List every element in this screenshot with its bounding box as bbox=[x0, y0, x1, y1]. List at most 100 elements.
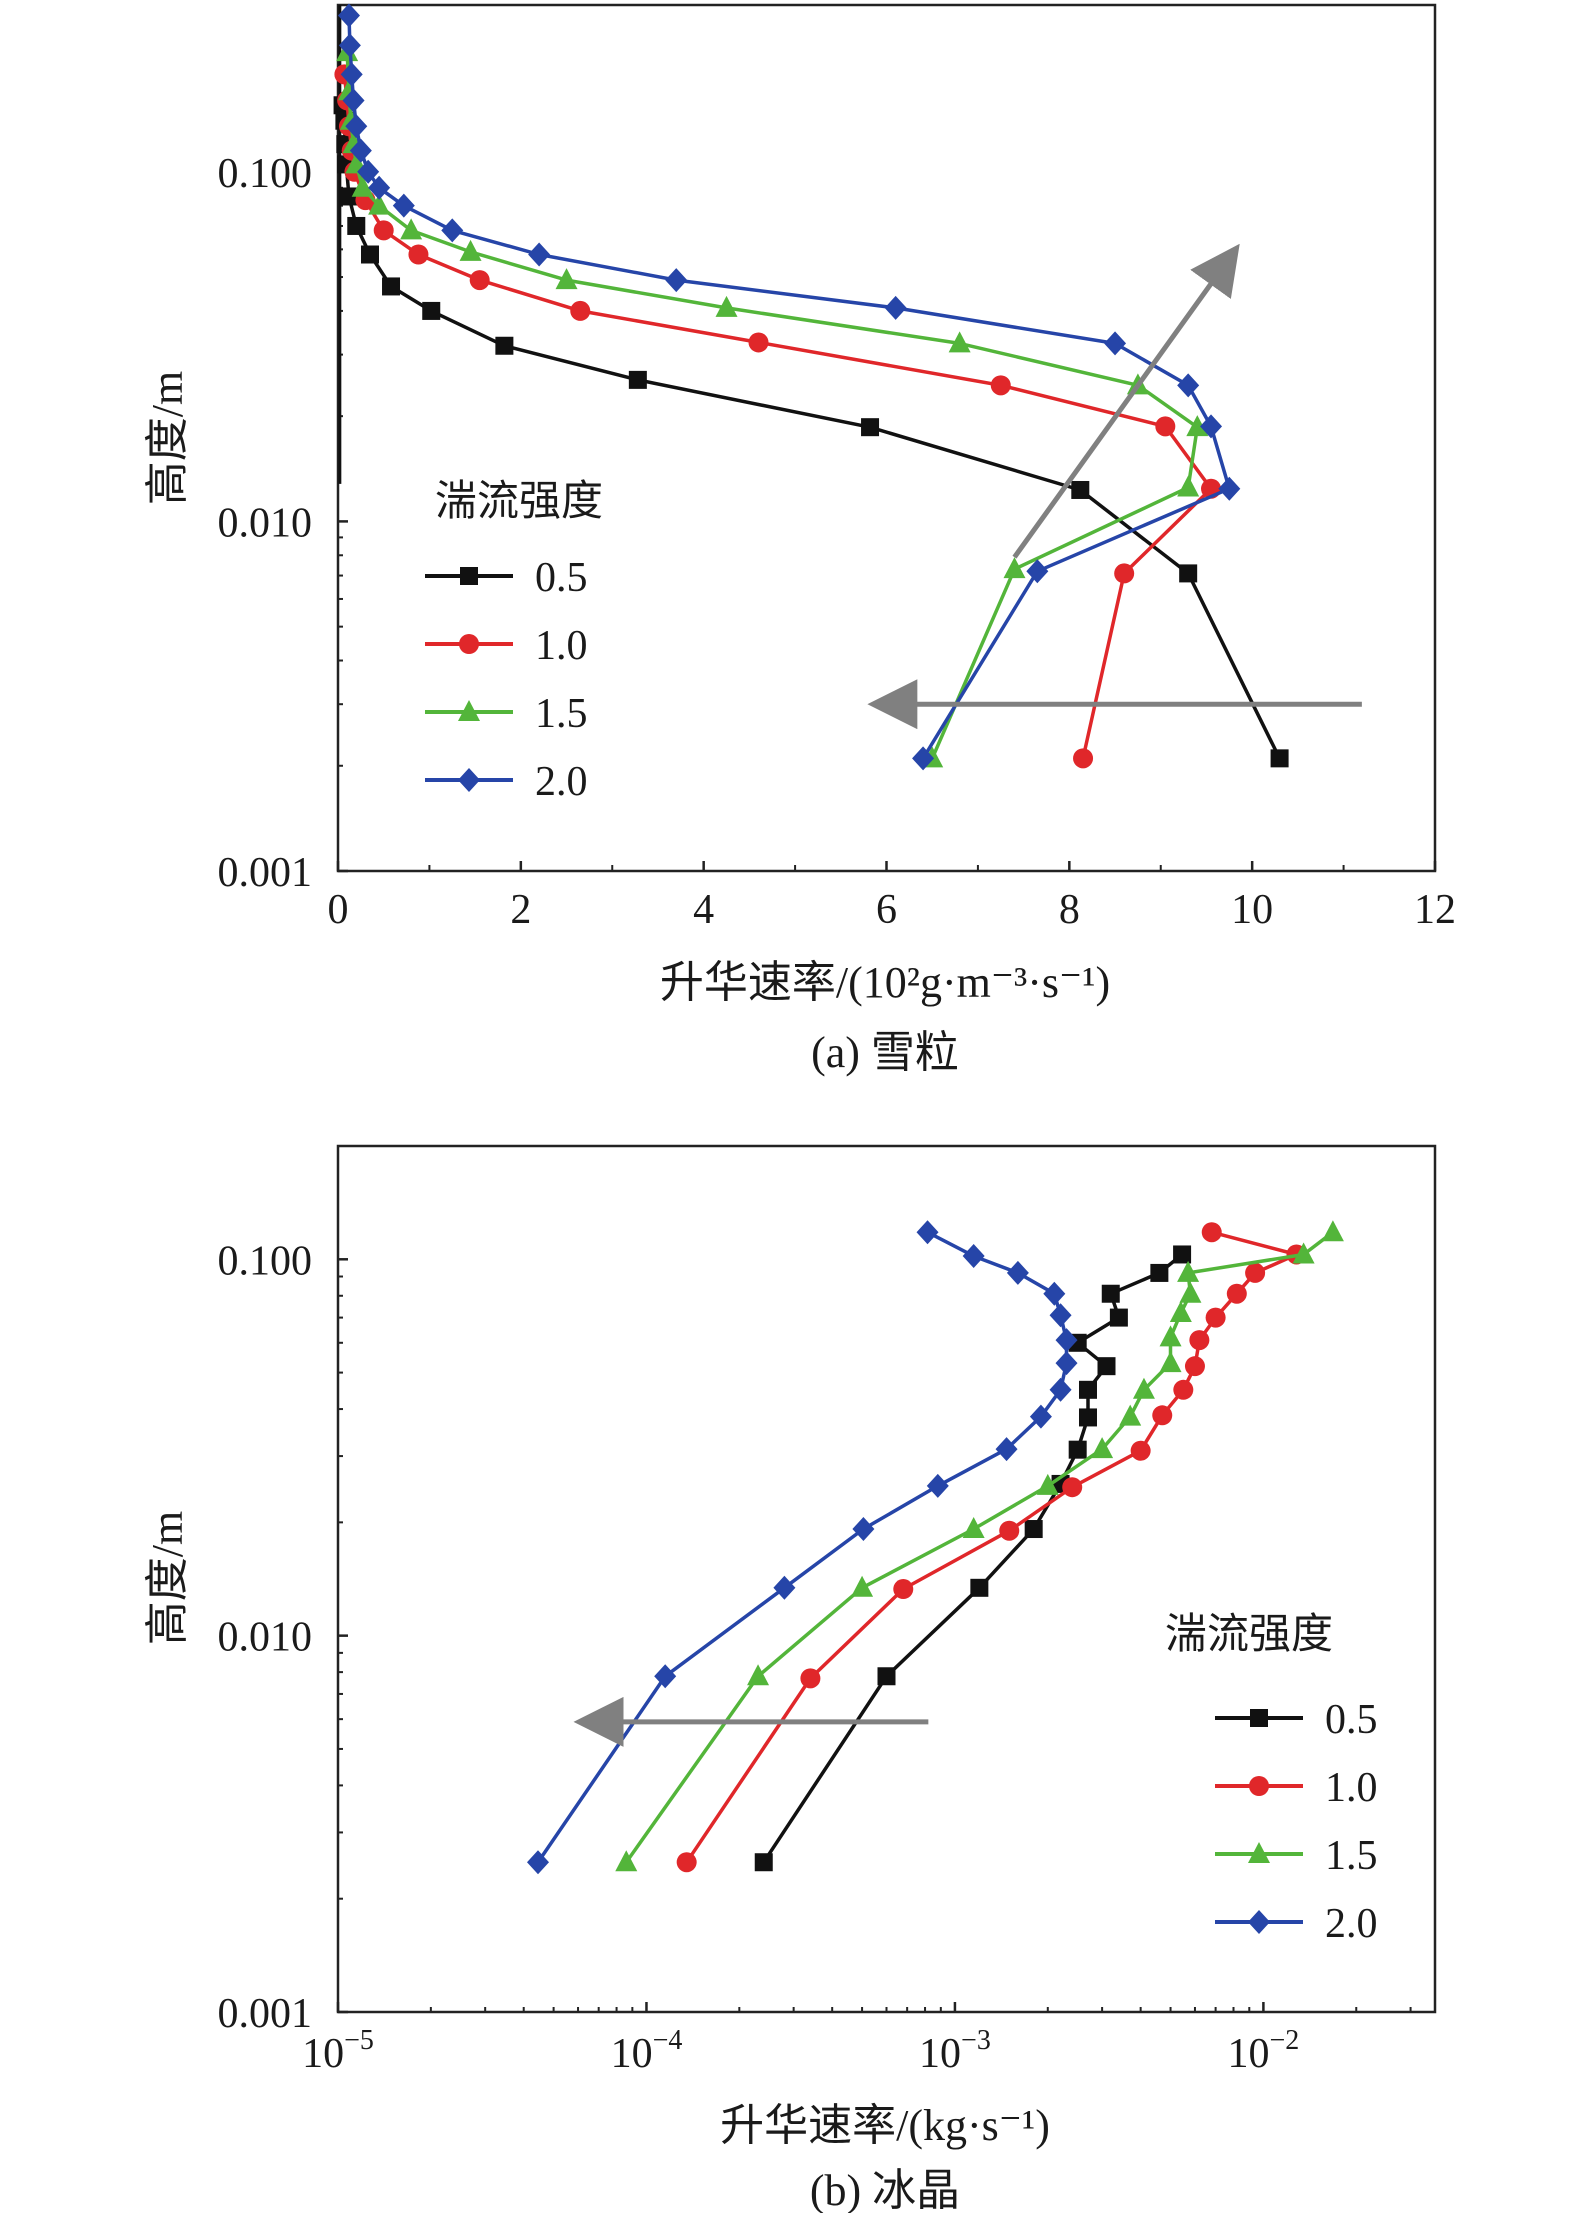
legend-label: 0.5 bbox=[535, 555, 588, 601]
data-point bbox=[408, 244, 429, 265]
data-point bbox=[852, 1517, 875, 1542]
data-point bbox=[962, 1244, 985, 1269]
data-point bbox=[349, 138, 372, 163]
x-axis: 10−5 10−4 10−3 10−2 bbox=[302, 2002, 1412, 2077]
legend-item-1.5: 1.5 bbox=[425, 691, 588, 737]
data-point bbox=[340, 62, 363, 87]
data-point bbox=[773, 1575, 796, 1600]
data-point bbox=[747, 1664, 770, 1686]
legend-item-1.0: 1.0 bbox=[1215, 1765, 1378, 1811]
y-tick-label: 0.100 bbox=[218, 1238, 313, 1284]
x-tick-label: 10−5 bbox=[302, 2025, 374, 2077]
x-axis: 0 2 4 6 8 10 12 bbox=[328, 861, 1456, 933]
data-point bbox=[347, 216, 366, 235]
series-0.5 bbox=[754, 1245, 1192, 1872]
legend-marker bbox=[1248, 1910, 1270, 1934]
data-point bbox=[1101, 1284, 1120, 1303]
data-point bbox=[1201, 1222, 1222, 1243]
legend-marker bbox=[460, 567, 478, 585]
data-point bbox=[495, 336, 514, 355]
legend-marker bbox=[458, 768, 480, 792]
y-axis-label: 高度/m bbox=[143, 371, 192, 505]
data-point bbox=[893, 1579, 914, 1600]
data-point bbox=[1292, 1242, 1315, 1264]
data-point bbox=[469, 270, 490, 291]
data-point bbox=[999, 1520, 1020, 1541]
data-point bbox=[665, 268, 688, 293]
data-point bbox=[360, 245, 379, 264]
x-tick-label: 10−4 bbox=[611, 2025, 683, 2077]
chart-caption: (b) 冰晶 bbox=[810, 2166, 960, 2213]
data-point bbox=[1078, 1408, 1097, 1427]
data-point bbox=[948, 331, 971, 353]
data-point bbox=[338, 33, 361, 58]
data-point bbox=[628, 370, 647, 389]
data-point bbox=[912, 746, 935, 771]
y-tick-label: 0.100 bbox=[218, 151, 313, 197]
data-point bbox=[1036, 1473, 1059, 1495]
data-point bbox=[1026, 559, 1049, 584]
data-point bbox=[1006, 1260, 1029, 1285]
legend-label: 1.5 bbox=[535, 691, 588, 737]
x-axis-label: 升华速率/(10²g·m⁻³·s⁻¹) bbox=[660, 958, 1110, 1007]
legend: 湍流强度 0.5 1.0 1.5 2.0 bbox=[425, 479, 603, 805]
annotation-arrows bbox=[867, 243, 1362, 730]
data-point bbox=[339, 187, 358, 206]
data-point bbox=[861, 418, 880, 437]
arrow-annotation bbox=[1012, 243, 1240, 559]
data-point bbox=[970, 1578, 989, 1597]
data-point bbox=[441, 218, 464, 243]
data-point bbox=[555, 268, 578, 290]
data-point bbox=[1068, 1440, 1087, 1459]
data-point bbox=[877, 1667, 896, 1686]
legend: 湍流强度 0.5 1.0 1.5 2.0 bbox=[1165, 1612, 1378, 1947]
series-line bbox=[340, 105, 1282, 760]
y-tick-label: 0.001 bbox=[218, 1991, 313, 2037]
data-point bbox=[1159, 1325, 1182, 1347]
data-point bbox=[1024, 1520, 1043, 1539]
data-point bbox=[1205, 1307, 1226, 1328]
legend-label: 2.0 bbox=[1325, 1901, 1378, 1947]
data-point bbox=[392, 193, 415, 218]
data-point bbox=[748, 332, 769, 353]
chart-caption: (a) 雪粒 bbox=[811, 1028, 959, 1077]
data-point bbox=[1073, 748, 1094, 769]
data-point bbox=[345, 114, 368, 139]
data-point bbox=[1184, 1356, 1205, 1377]
data-point bbox=[368, 193, 391, 215]
series-line bbox=[536, 1230, 1069, 1864]
data-point bbox=[351, 175, 374, 197]
y-axis-label: 高度/m bbox=[143, 1511, 192, 1645]
legend-marker bbox=[458, 700, 480, 721]
x-tick-label: 4 bbox=[693, 887, 714, 933]
data-point bbox=[1055, 1351, 1078, 1376]
data-point bbox=[1179, 564, 1198, 583]
data-point bbox=[528, 242, 551, 267]
plot-frame bbox=[336, 1144, 1437, 2014]
data-point bbox=[459, 239, 482, 261]
data-point bbox=[962, 1517, 985, 1539]
data-point bbox=[916, 1220, 939, 1245]
series-line bbox=[342, 74, 1213, 759]
data-point bbox=[1173, 1245, 1192, 1264]
data-point bbox=[342, 88, 365, 113]
data-point bbox=[851, 1575, 874, 1597]
data-point bbox=[1177, 373, 1200, 398]
data-point bbox=[1321, 1220, 1344, 1242]
data-point bbox=[926, 1473, 949, 1498]
series-2.0 bbox=[337, 3, 1241, 771]
data-point bbox=[800, 1668, 821, 1689]
data-point bbox=[1200, 414, 1223, 439]
series-1.0 bbox=[334, 64, 1222, 769]
data-point bbox=[1029, 1404, 1052, 1429]
data-point bbox=[1104, 331, 1127, 356]
data-point bbox=[1177, 475, 1200, 497]
legend-label: 1.5 bbox=[1325, 1833, 1378, 1879]
data-point bbox=[368, 175, 391, 200]
series-line bbox=[345, 52, 1200, 760]
data-point bbox=[1043, 1281, 1066, 1306]
data-point bbox=[1150, 1263, 1169, 1282]
data-point bbox=[1155, 416, 1176, 437]
series-2.0 bbox=[526, 1220, 1078, 1875]
